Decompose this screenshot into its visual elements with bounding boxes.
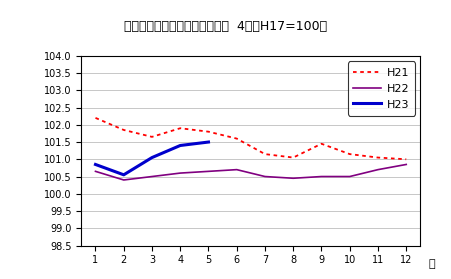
H22 [374,168,380,171]
Text: 月: 月 [428,259,434,269]
H22 [177,171,183,175]
H23 [92,163,98,166]
Text: 生鮮食品を除く総合指数の動き  4市（H17=100）: 生鮮食品を除く総合指数の動き 4市（H17=100） [124,20,327,33]
H21 [234,137,239,140]
H21 [374,156,380,159]
H22 [149,175,154,178]
H22 [318,175,323,178]
H21 [92,116,98,120]
H21 [346,152,352,156]
H21 [177,127,183,130]
H22 [290,177,295,180]
H22 [346,175,352,178]
H23 [149,156,154,159]
Legend: H21, H22, H23: H21, H22, H23 [347,61,414,116]
H22 [403,163,408,166]
H21 [121,128,126,132]
H22 [262,175,267,178]
Line: H22: H22 [95,164,405,180]
H21 [205,130,211,133]
H21 [290,156,295,159]
H23 [121,173,126,177]
H22 [121,178,126,182]
H21 [262,152,267,156]
H23 [177,144,183,147]
H22 [234,168,239,171]
H23 [205,140,211,144]
Line: H21: H21 [95,118,405,159]
H21 [403,158,408,161]
H21 [149,135,154,139]
H22 [92,170,98,173]
H21 [318,142,323,145]
H22 [205,170,211,173]
Line: H23: H23 [95,142,208,175]
